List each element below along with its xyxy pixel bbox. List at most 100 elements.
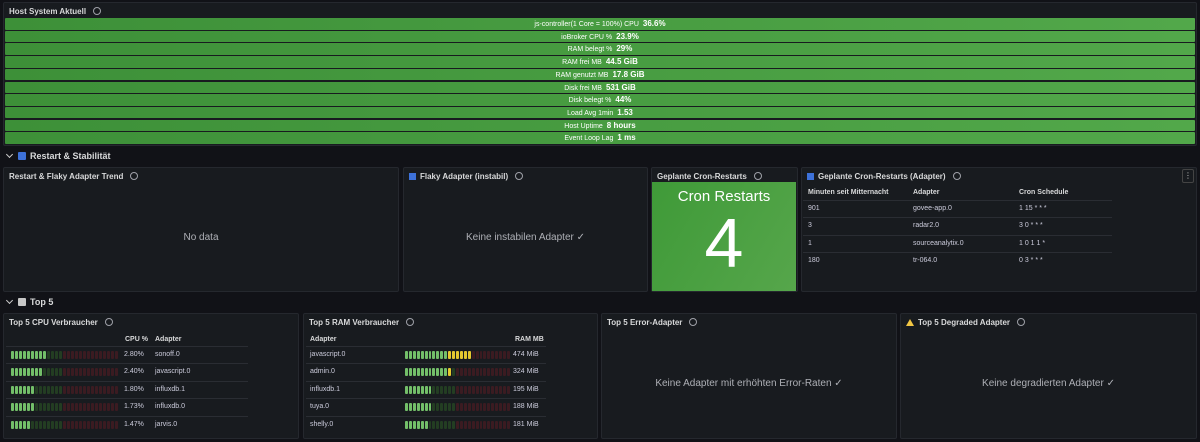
gauge-cell [424, 351, 428, 359]
gauge-cell [448, 368, 452, 377]
gauge-cell [416, 385, 420, 394]
gauge-cell [15, 351, 18, 359]
gauge-cell [416, 351, 420, 359]
gauge-cell [43, 420, 46, 429]
gauge-cell [412, 385, 416, 394]
info-icon[interactable] [93, 7, 102, 15]
gauge-cell [463, 385, 467, 394]
panel-title: Flaky Adapter (instabil) [409, 172, 524, 181]
gauge-cell [39, 351, 42, 359]
gauge-cell [495, 385, 499, 394]
gauge-cell [91, 368, 94, 377]
bar-gauge [11, 351, 118, 359]
gauge-cell [39, 420, 42, 429]
gauge-cell [459, 403, 463, 412]
gauge-cell [475, 403, 479, 412]
gauge-cell [83, 351, 86, 359]
gauge-cell [483, 403, 487, 412]
adapter-name: sonoff.0 [155, 351, 180, 358]
section-header[interactable]: Top 5 [5, 296, 53, 307]
info-icon[interactable] [753, 172, 762, 180]
panel-title: Top 5 Degraded Adapter [906, 318, 1026, 327]
section-title: Restart & Stabilität [30, 151, 111, 161]
info-icon[interactable] [689, 318, 698, 326]
gauge-cell [420, 368, 424, 377]
adapter-name: influxdb.1 [155, 385, 185, 393]
gauge-cell [23, 351, 26, 359]
gauge-cell [107, 420, 110, 429]
table-cell: 1 0 1 1 * [1019, 239, 1046, 247]
stat-bar: Host Uptime 8 hours [5, 119, 1195, 132]
gauge-cell [47, 420, 50, 429]
gauge-cell [440, 420, 444, 429]
info-icon[interactable] [104, 318, 113, 326]
gauge-cell [416, 403, 420, 412]
table-cell: 901 [808, 205, 820, 212]
info-icon[interactable] [1017, 318, 1026, 326]
bar-gauge [11, 385, 118, 394]
stat-label: Disk frei MB [564, 84, 602, 92]
gauge-cell [432, 368, 436, 377]
stat-label: RAM frei MB [562, 59, 602, 67]
gauge-cell [27, 420, 30, 429]
gauge-cell [424, 368, 428, 377]
gauge-cell [428, 368, 432, 377]
no-data: No data [183, 232, 219, 243]
panel-title: Top 5 CPU Verbraucher [9, 318, 113, 327]
info-icon[interactable] [952, 172, 961, 180]
metric-label: 2.40% [124, 368, 144, 376]
gauge-cell [83, 385, 86, 394]
gauge-cell [463, 351, 467, 359]
gauge-cell [475, 368, 479, 377]
gauge-cell [107, 368, 110, 377]
bar-gauge [405, 385, 510, 394]
adapter-name: javascript.0 [155, 368, 191, 376]
gauge-cell [467, 368, 471, 377]
gauge-cell [91, 351, 94, 359]
info-icon[interactable] [406, 318, 415, 326]
gauge-cell [455, 385, 459, 394]
gauge-cell [19, 403, 22, 412]
gauge-cell [495, 403, 499, 412]
gauge-cell [91, 420, 94, 429]
gauge-cell [408, 420, 412, 429]
adapter-name: shelly.0 [310, 420, 334, 428]
table-cell: 1 15 * * * [1019, 205, 1047, 212]
info-icon[interactable] [130, 172, 139, 180]
metric-label: 474 MiB [513, 351, 539, 358]
section-header[interactable]: Restart & Stabilität [5, 150, 111, 161]
title-text: Top 5 Degraded Adapter [918, 318, 1011, 327]
row-divider [306, 415, 546, 417]
gauge-cell [107, 403, 110, 412]
gauge-cell [432, 403, 436, 412]
gauge-cell [79, 420, 82, 429]
gauge-cell [448, 420, 452, 429]
title-text: Top 5 CPU Verbraucher [9, 318, 98, 327]
gauge-cell [432, 351, 436, 359]
title-text: Flaky Adapter (instabil) [420, 172, 509, 181]
panel-title: Top 5 Error-Adapter [607, 318, 698, 327]
gauge-cell [19, 385, 22, 394]
info-icon[interactable] [515, 172, 524, 180]
gauge-cell [59, 420, 62, 429]
row-divider [803, 252, 1112, 254]
degraded-panel: Top 5 Degraded Adapter Keine degradierte… [900, 313, 1197, 439]
gauge-cell [412, 403, 416, 412]
gauge-cell [495, 351, 499, 359]
gauge-cell [23, 368, 26, 377]
menu-button[interactable]: ⋮ [1182, 169, 1194, 183]
gauge-cell [491, 420, 495, 429]
gauge-cell [459, 420, 463, 429]
bar-gauge [11, 403, 118, 412]
gauge-cell [31, 351, 34, 359]
gauge-cell [15, 368, 18, 377]
gauge-cell [51, 351, 54, 359]
warning-icon [906, 319, 914, 326]
gauge-cell [59, 368, 62, 377]
gauge-cell [31, 368, 34, 377]
gauge-cell [83, 420, 86, 429]
gauge-cell [63, 351, 66, 359]
gauge-cell [479, 368, 483, 377]
gauge-cell [424, 403, 428, 412]
gauge-cell [99, 403, 102, 412]
